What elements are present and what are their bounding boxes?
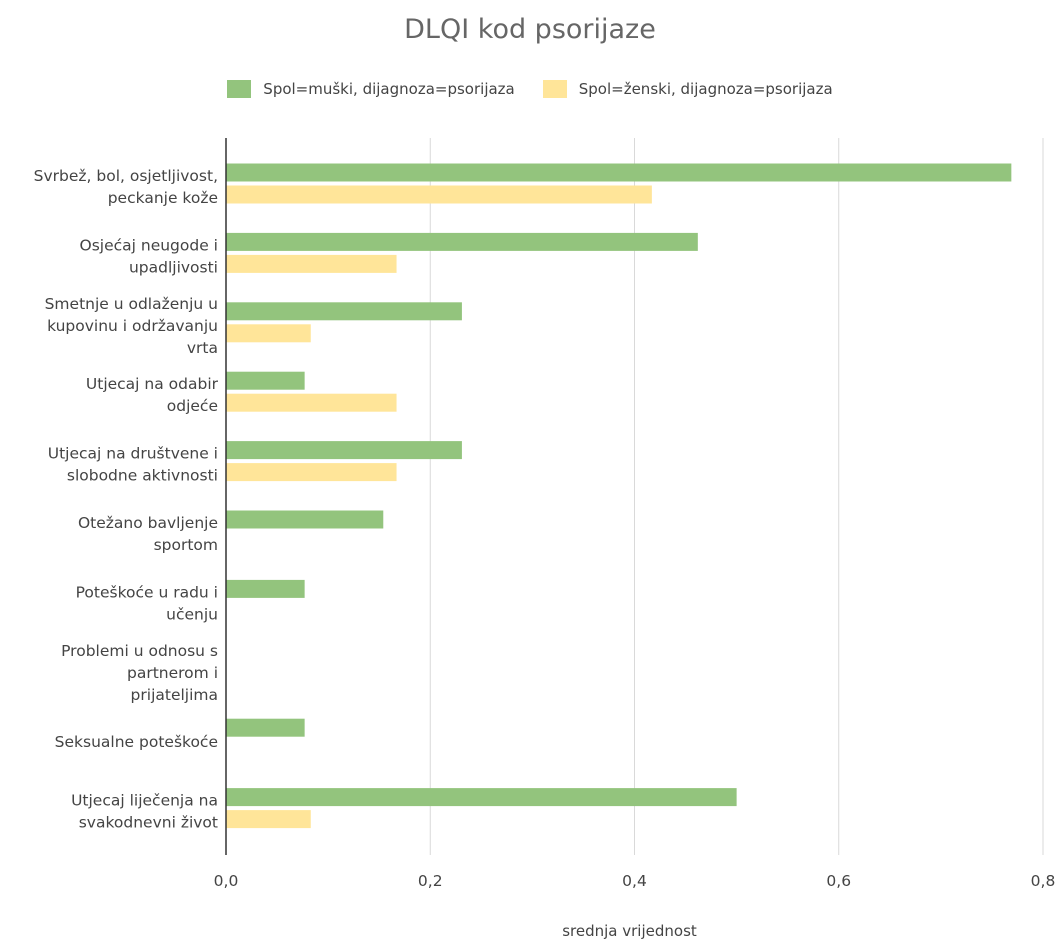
x-tick-label: 0,0 <box>214 872 239 890</box>
category-label-line: učenju <box>166 605 218 623</box>
chart-title: DLQI kod psorijaze <box>404 14 656 45</box>
bar <box>226 185 652 204</box>
bar <box>226 324 311 343</box>
category-label-line: Problemi u odnosu s <box>61 642 218 660</box>
category-label: Utjecaj liječenja na svakodnevni život <box>71 792 218 832</box>
category-label-line: prijateljima <box>131 686 218 704</box>
bar <box>226 718 305 737</box>
category-label-line: Svrbež, bol, osjetljivost, <box>34 167 218 185</box>
bar <box>226 254 397 273</box>
category-label-line: Utjecaj liječenja na <box>71 792 218 810</box>
category-label-line: partnerom i <box>127 664 218 682</box>
bar <box>226 371 305 390</box>
bar <box>226 510 384 529</box>
category-label-line: Smetnje u odlaženju u <box>45 295 218 313</box>
category-label: Seksualne poteškoće <box>55 733 218 751</box>
x-tick-label: 0,8 <box>1031 872 1056 890</box>
bar <box>226 302 462 321</box>
x-tick-label: 0,4 <box>622 872 647 890</box>
category-label: Utjecaj na društvene i slobodne aktivnost… <box>48 445 218 485</box>
category-label-line: svakodnevni život <box>79 814 218 832</box>
category-label-line: Osjećaj neugode i <box>80 236 219 254</box>
bar <box>226 163 1012 182</box>
category-label-line: peckanje kože <box>108 189 218 207</box>
bar <box>226 579 305 598</box>
bar <box>226 393 397 412</box>
category-label-line: Utjecaj na odabir <box>86 375 219 393</box>
x-tick-label: 0,2 <box>418 872 443 890</box>
legend: Spol=muški, dijagnoza=psorijaza Spol=žen… <box>0 80 1060 98</box>
category-label-line: vrta <box>187 339 218 357</box>
legend-item-male: Spol=muški, dijagnoza=psorijaza <box>227 80 515 98</box>
legend-swatch-female <box>542 80 567 98</box>
category-label: Utjecaj na odabir odjeće <box>86 375 219 415</box>
category-label: Smetnje u odlaženju u kupovinu i održavan… <box>45 295 218 357</box>
x-axis-title: srednja vrijednost <box>562 922 697 940</box>
category-label: Otežano bavljenje sportom <box>78 514 218 554</box>
legend-swatch-male <box>227 80 252 98</box>
category-label-line: sportom <box>154 536 218 554</box>
category-label-line: upadljivosti <box>129 258 218 276</box>
bar <box>226 441 462 460</box>
category-label-line: Otežano bavljenje <box>78 514 218 532</box>
legend-item-female: Spol=ženski, dijagnoza=psorijaza <box>542 80 833 98</box>
category-label-line: Seksualne poteškoće <box>55 733 218 751</box>
bar <box>226 463 397 482</box>
category-label: Osjećaj neugode i upadljivosti <box>80 236 219 276</box>
bar <box>226 810 311 829</box>
category-label-line: Utjecaj na društvene i <box>48 445 218 463</box>
legend-label-male: Spol=muški, dijagnoza=psorijaza <box>263 80 515 98</box>
bar <box>226 232 698 251</box>
category-label-line: kupovinu i održavanju <box>47 317 218 335</box>
category-label-line: Poteškoće u radu i <box>76 583 218 601</box>
category-label-line: slobodne aktivnosti <box>67 467 218 485</box>
x-tick-label: 0,6 <box>826 872 851 890</box>
category-label: Svrbež, bol, osjetljivost, peckanje kože <box>34 167 218 207</box>
category-label: Problemi u odnosu s partnerom i prijatelji… <box>61 642 218 704</box>
bar <box>226 788 737 807</box>
legend-label-female: Spol=ženski, dijagnoza=psorijaza <box>578 80 833 98</box>
category-label: Poteškoće u radu i učenju <box>76 583 218 623</box>
category-label-line: odjeće <box>167 397 218 415</box>
